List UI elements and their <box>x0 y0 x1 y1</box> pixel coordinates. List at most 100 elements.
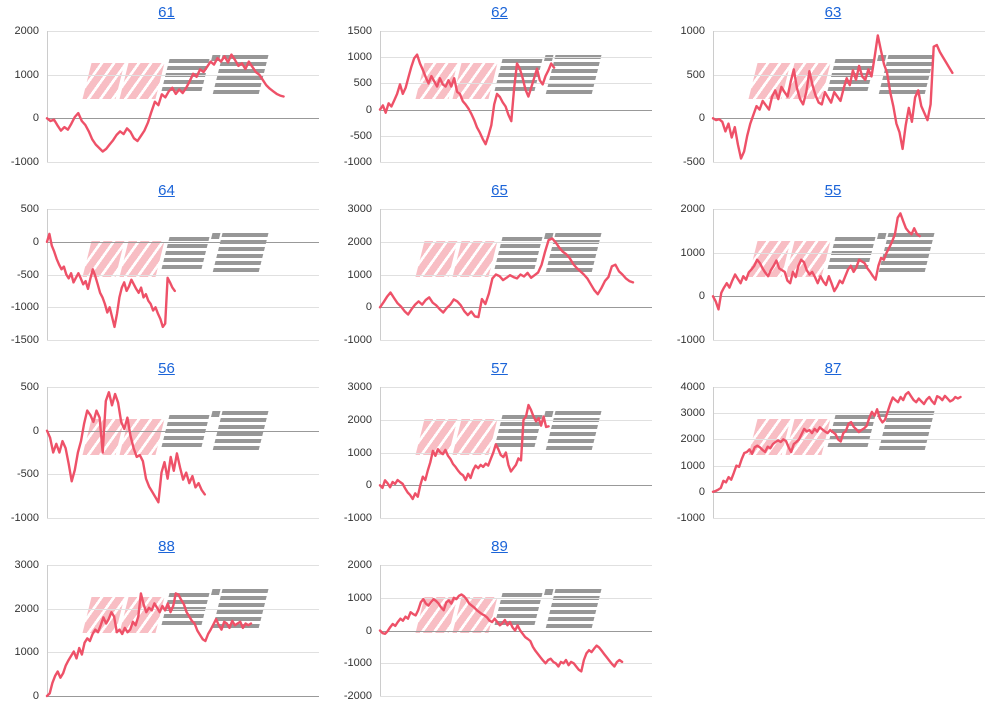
y-tick-label: 0 <box>698 485 705 498</box>
y-tick-label: 3000 <box>347 203 372 215</box>
y-tick-label: 500 <box>686 68 705 81</box>
y-tick-label: 1000 <box>14 68 39 81</box>
chart-row: 3000 2000 1000 0 <box>0 559 333 702</box>
chart-title-link[interactable]: 57 <box>491 360 508 377</box>
y-tick-label: 0 <box>365 103 372 116</box>
chart-title-row: 57 <box>333 356 666 384</box>
chart-title-row: 65 <box>333 178 666 206</box>
y-tick-label: -1000 <box>343 156 372 168</box>
chart-panel: 64 500 0 -500 -1000 -1500 <box>0 178 333 356</box>
data-series-line <box>378 403 550 501</box>
chart-row: 2000 1000 0 -1000 <box>666 203 1000 346</box>
y-tick-label: 2000 <box>347 413 372 426</box>
data-series-line <box>711 34 954 160</box>
line-chart-svg <box>711 387 985 519</box>
data-series-line <box>711 390 962 494</box>
data-series-line <box>378 53 556 146</box>
chart-title-link[interactable]: 88 <box>158 538 175 555</box>
y-tick-label: -1000 <box>343 657 372 670</box>
chart-title-link[interactable]: 56 <box>158 360 175 377</box>
chart-row: 1000 500 0 -500 <box>666 25 1000 168</box>
y-tick-label: 2000 <box>680 203 705 215</box>
line-chart-svg <box>45 209 319 341</box>
y-tick-label: 1500 <box>347 25 372 37</box>
y-tick-label: -1000 <box>343 334 372 346</box>
chart-title-link[interactable]: 65 <box>491 182 508 199</box>
y-tick-label: -1000 <box>676 334 705 346</box>
chart-panel: 63 1000 500 0 -500 <box>666 0 1000 178</box>
y-tick-label: -1000 <box>10 301 39 314</box>
y-tick-label: 2000 <box>347 235 372 248</box>
y-tick-label: 1000 <box>347 446 372 459</box>
chart-row: 2000 1000 0 -1000 <box>0 25 333 168</box>
y-tick-label: 0 <box>365 479 372 492</box>
y-tick-label: -1000 <box>10 512 39 524</box>
chart-row: 3000 2000 1000 0 -1000 <box>333 203 666 346</box>
y-tick-label: 2000 <box>14 602 39 615</box>
y-tick-label: -1000 <box>343 512 372 524</box>
y-tick-label: 3000 <box>347 381 372 393</box>
chart-title-row: 61 <box>0 0 333 28</box>
chart-panel: 88 3000 2000 1000 0 <box>0 534 333 702</box>
y-axis-labels: 2000 1000 0 -1000 -2000 <box>333 559 376 702</box>
plot-area <box>378 387 652 519</box>
y-tick-label: 1000 <box>680 459 705 472</box>
y-tick-label: 2000 <box>347 559 372 571</box>
data-series-line <box>45 390 207 504</box>
chart-row: 3000 2000 1000 0 -1000 <box>333 381 666 524</box>
y-tick-label: 0 <box>365 301 372 314</box>
y-tick-label: 3000 <box>14 559 39 571</box>
y-axis-labels: 4000 3000 2000 1000 0 -1000 <box>666 381 709 524</box>
chart-title-link[interactable]: 64 <box>158 182 175 199</box>
y-tick-label: 500 <box>353 77 372 90</box>
chart-title-link[interactable]: 63 <box>824 4 842 21</box>
y-axis-labels: 3000 2000 1000 0 -1000 <box>333 381 376 524</box>
data-series-line <box>45 592 253 698</box>
line-chart-svg <box>378 565 652 697</box>
y-tick-label: 1000 <box>680 25 705 37</box>
y-tick-label: 500 <box>20 381 39 393</box>
y-tick-label: 1000 <box>347 268 372 281</box>
y-axis-labels: 3000 2000 1000 0 -1000 <box>333 203 376 346</box>
y-axis-labels: 2000 1000 0 -1000 <box>666 203 709 346</box>
y-tick-label: 1000 <box>680 246 705 259</box>
data-series-line <box>378 593 624 673</box>
chart-row: 4000 3000 2000 1000 0 -1000 <box>666 381 1000 524</box>
chart-panel: 55 2000 1000 0 -1000 <box>666 178 1000 356</box>
chart-panel: 56 500 0 -500 -1000 <box>0 356 333 534</box>
plot-area <box>45 31 319 163</box>
y-axis-labels: 1000 500 0 -500 <box>666 25 709 168</box>
y-tick-label: 2000 <box>14 25 39 37</box>
y-tick-label: -500 <box>16 468 39 481</box>
line-chart-svg <box>378 209 652 341</box>
line-chart-svg <box>45 387 319 519</box>
chart-row: 500 0 -500 -1000 -1500 <box>0 203 333 346</box>
line-chart-svg <box>378 31 652 163</box>
plot-area <box>45 565 319 698</box>
data-series-line <box>711 212 921 311</box>
y-tick-label: -500 <box>349 129 372 142</box>
data-series-line <box>45 53 285 153</box>
y-axis-labels: 500 0 -500 -1000 <box>0 381 43 524</box>
y-tick-label: -500 <box>682 156 705 168</box>
chart-panel: 57 3000 2000 1000 0 -1000 <box>333 356 666 534</box>
chart-title-link[interactable]: 61 <box>158 4 175 21</box>
plot-area <box>45 209 319 341</box>
chart-row: 1500 1000 500 0 -500 -1000 <box>333 25 666 168</box>
y-tick-label: -1000 <box>676 512 705 524</box>
chart-title-row: 56 <box>0 356 333 384</box>
chart-title-link[interactable]: 62 <box>491 4 508 21</box>
chart-panel: 65 3000 2000 1000 0 -1000 <box>333 178 666 356</box>
chart-title-link[interactable]: 87 <box>824 360 842 377</box>
y-tick-label: 2000 <box>680 433 705 446</box>
chart-title-row: 55 <box>666 178 1000 206</box>
chart-panel: 61 2000 1000 0 -1000 <box>0 0 333 178</box>
chart-title-link[interactable]: 55 <box>824 182 842 199</box>
chart-title-row: 63 <box>666 0 1000 28</box>
plot-area <box>711 31 985 163</box>
y-tick-label: 0 <box>698 290 705 303</box>
plot-area <box>45 387 319 519</box>
chart-panel: 87 4000 3000 2000 1000 0 -1000 <box>666 356 1000 534</box>
chart-title-link[interactable]: 89 <box>491 538 508 555</box>
